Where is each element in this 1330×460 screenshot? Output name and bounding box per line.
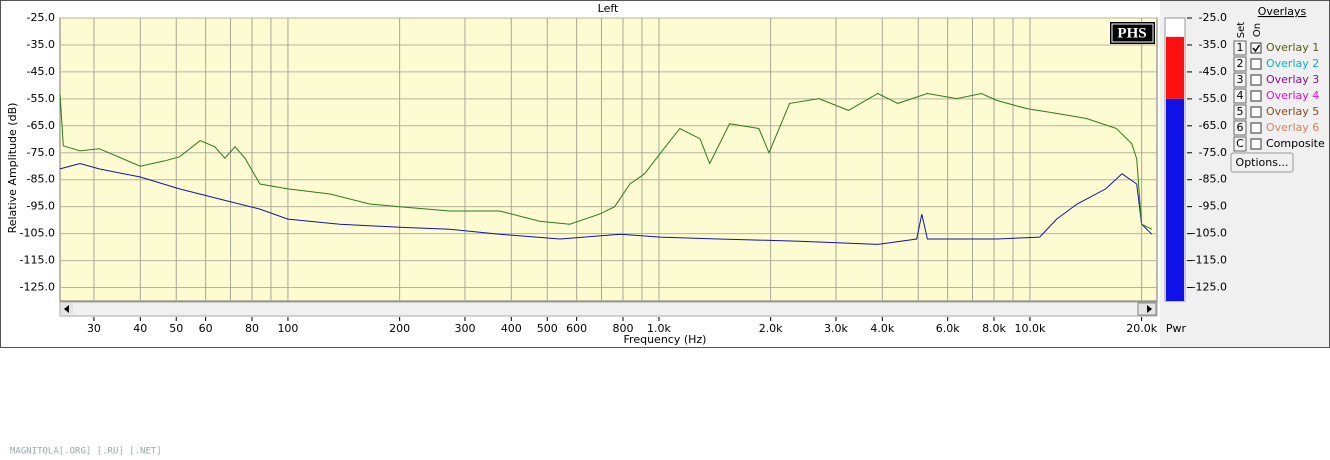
scroll-left-arrow [64, 305, 69, 313]
y-tick-label: -35.0 [27, 38, 55, 51]
overlay-checkbox[interactable] [1250, 58, 1262, 70]
x-tick-label: 2.0k [759, 322, 783, 335]
x-tick-label: 6.0k [936, 322, 960, 335]
overlay-label: Overlay 6 [1266, 121, 1319, 134]
y-tick-label: -25.0 [27, 11, 55, 24]
meter-tick-label: -75.0 [1199, 146, 1227, 159]
x-tick-label: 50 [169, 322, 183, 335]
set-button[interactable] [1233, 136, 1247, 152]
overlay-checkbox[interactable] [1250, 106, 1262, 118]
logo-box [1110, 22, 1155, 44]
x-tick-label: 3.0k [824, 322, 848, 335]
set-button[interactable] [1233, 40, 1247, 56]
y-tick-label: -85.0 [27, 173, 55, 186]
overlay-label: Overlay 4 [1266, 89, 1319, 102]
overlay-checkbox[interactable] [1250, 122, 1262, 134]
meter-high [1166, 36, 1184, 99]
overlay-label: Overlay 2 [1266, 57, 1319, 70]
overlay-checkbox[interactable] [1250, 42, 1262, 54]
overlay-checkbox[interactable] [1250, 74, 1262, 86]
meter-low [1166, 98, 1184, 301]
meter-tick-label: -115.0 [1192, 254, 1227, 267]
set-button[interactable] [1233, 88, 1247, 104]
options-label: Options... [1236, 156, 1289, 169]
set-key: C [1236, 137, 1244, 150]
x-tick-label: 60 [199, 322, 213, 335]
y-tick-label: -95.0 [27, 200, 55, 213]
set-button[interactable] [1233, 72, 1247, 88]
scrollbar[interactable] [59, 301, 1158, 317]
x-tick-label: 40 [133, 322, 147, 335]
y-tick-label: -75.0 [27, 146, 55, 159]
set-key: 5 [1237, 105, 1244, 118]
overlays-title: Overlays [1258, 5, 1307, 18]
meter-tick-label: -35.0 [1199, 38, 1227, 51]
x-tick-label: 10.0k [1015, 322, 1046, 335]
set-key: 3 [1237, 73, 1244, 86]
check-mark [1252, 44, 1261, 53]
y-tick-label: -45.0 [27, 65, 55, 78]
overlay-label: Overlay 5 [1266, 105, 1319, 118]
overlay-label: Composite [1266, 137, 1325, 150]
y-axis-label: Relative Amplitude (dB) [6, 103, 19, 234]
series-line [59, 162, 1153, 245]
y-tick-label: -55.0 [27, 92, 55, 105]
x-tick-label: 200 [389, 322, 410, 335]
meter-tick-label: -55.0 [1199, 92, 1227, 105]
scroll-right-arrow [1147, 305, 1152, 313]
overlay-label: Overlay 3 [1266, 73, 1319, 86]
meter-tick-label: -85.0 [1199, 173, 1227, 186]
y-tick-label: -105.0 [20, 227, 55, 240]
y-tick-label: -125.0 [20, 281, 55, 294]
set-key: 4 [1237, 89, 1244, 102]
set-key: 1 [1237, 41, 1244, 54]
meter-tick-label: -65.0 [1199, 119, 1227, 132]
y-tick-label: -65.0 [27, 119, 55, 132]
x-tick-label: 400 [501, 322, 522, 335]
overlays: Overlays Set On 1 Overlay 1 2 Overlay 2 3 Overla… [1230, 5, 1325, 173]
set-button[interactable] [1233, 104, 1247, 120]
watermark: MAGNITOLA[.ORG] [.RU] [.NET] [10, 447, 162, 457]
set-header: Set [1236, 22, 1247, 39]
x-tick-label: 600 [566, 322, 587, 335]
meter-tick-label: -25.0 [1199, 11, 1227, 24]
overlay-checkbox[interactable] [1250, 90, 1262, 102]
meter-tick-label: -95.0 [1199, 200, 1227, 213]
logo-border [1111, 23, 1154, 43]
set-key: 6 [1237, 121, 1244, 134]
overlay-checkbox[interactable] [1250, 138, 1262, 150]
meter-tick-label: -125.0 [1192, 281, 1227, 294]
meter-label: Pwr [1166, 322, 1187, 335]
x-tick-label: 20.0k [1126, 322, 1157, 335]
x-tick-label: 4.0k [870, 322, 894, 335]
meter-tick-label: -105.0 [1192, 227, 1227, 240]
meter-tick-label: -45.0 [1199, 65, 1227, 78]
meter: -25.0 -35.0 -45.0 -55.0 -65.0 -75.0 -85.0 -95.0… [1164, 11, 1227, 335]
set-button[interactable] [1233, 120, 1247, 136]
x-tick-label: 800 [612, 322, 633, 335]
set-key: 2 [1237, 57, 1244, 70]
x-tick-label: 30 [87, 322, 101, 335]
options-button[interactable] [1230, 152, 1294, 173]
set-button[interactable] [1233, 56, 1247, 72]
chart-title: Left [598, 2, 619, 15]
x-tick-label: 100 [277, 322, 298, 335]
x-tick-label: 1.0k [647, 322, 671, 335]
plot: -25.0 -35.0 -45.0 -55.0 -65.0 -75.0 -85.0 -95.0… [20, 11, 1158, 335]
x-tick-label: 80 [245, 322, 259, 335]
x-tick-label: 300 [454, 322, 475, 335]
overlay-label: Overlay 1 [1266, 41, 1319, 54]
x-tick-label: 8.0k [982, 322, 1006, 335]
x-tick-label: 500 [537, 322, 558, 335]
on-header: On [1252, 23, 1263, 37]
y-tick-label: -115.0 [20, 254, 55, 267]
logo: PHS [1117, 25, 1146, 41]
x-axis-label: Frequency (Hz) [624, 333, 707, 346]
series-line [59, 92, 1153, 230]
plot-area [59, 17, 1158, 302]
